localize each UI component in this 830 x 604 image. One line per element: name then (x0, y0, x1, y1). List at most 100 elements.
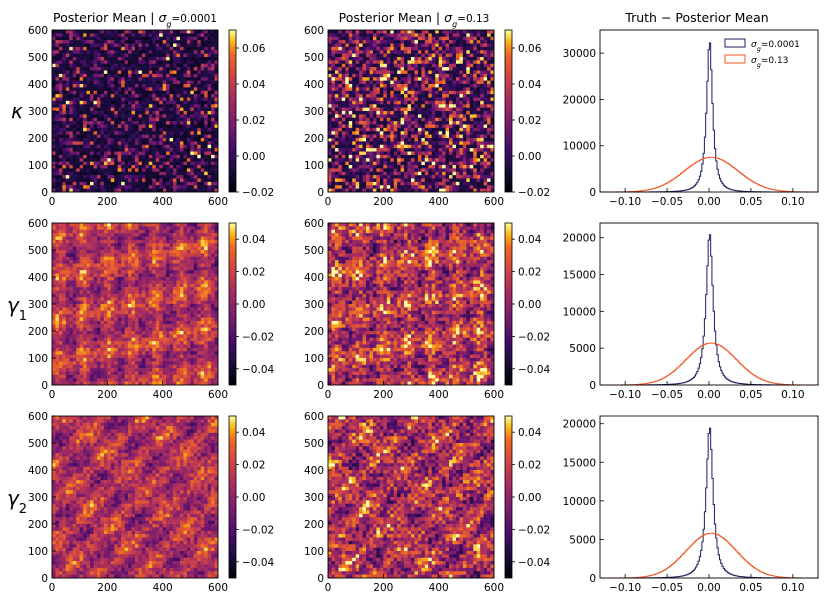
heatmap-cell (100, 162, 104, 166)
heatmap-cell (145, 40, 149, 44)
heatmap-cell (211, 185, 215, 189)
heatmap-cell (356, 57, 360, 61)
heatmap-cell (142, 111, 146, 115)
heatmap-cell (118, 87, 122, 91)
heatmap-cell (190, 77, 194, 81)
heatmap-cell (135, 87, 139, 91)
heatmap-cell (142, 128, 146, 132)
heatmap-panel: 0 200 400 6000100200300400500600 (28, 25, 228, 208)
heatmap-cell (373, 54, 377, 58)
heatmap-cell (132, 37, 136, 41)
heatmap-cell (69, 121, 73, 125)
heatmap-cell (331, 30, 335, 34)
heatmap-cell (211, 155, 215, 159)
heatmap-cell (100, 128, 104, 132)
heatmap-cell (104, 162, 108, 166)
heatmap-cell (194, 168, 198, 172)
heatmap-cell (135, 152, 139, 156)
heatmap-cell (328, 168, 332, 172)
heatmap-cell (149, 71, 153, 75)
heatmap-cell (90, 77, 94, 81)
heatmap-cell (356, 165, 360, 169)
heatmap-cell (121, 121, 125, 125)
heatmap-cell (352, 81, 356, 85)
heatmap-cell (335, 118, 339, 122)
heatmap-cell (114, 37, 118, 41)
heatmap-cell (194, 37, 198, 41)
heatmap-cell (94, 118, 98, 122)
heatmap-cell (349, 185, 353, 189)
heatmap-cell (87, 64, 91, 68)
heatmap-cell (159, 54, 163, 58)
heatmap-cell (370, 118, 374, 122)
heatmap-cell (335, 168, 339, 172)
heatmap-cell (201, 175, 205, 179)
heatmap-cell (373, 37, 377, 41)
heatmap-cell (59, 94, 63, 98)
heatmap-cell (142, 74, 146, 78)
heatmap-cell (59, 44, 63, 48)
heatmap-cell (90, 118, 94, 122)
heatmap-cell (125, 172, 129, 176)
heatmap-cell (201, 141, 205, 145)
heatmap-cell (76, 108, 80, 112)
heatmap-cell (73, 158, 77, 162)
heatmap-cell (331, 77, 335, 81)
heatmap-cell (201, 104, 205, 108)
heatmap-cell (208, 84, 212, 88)
heatmap-cell (69, 128, 73, 132)
heatmap-cell (163, 111, 167, 115)
heatmap-cell (94, 33, 98, 37)
heatmap-cell (87, 77, 91, 81)
heatmap-cell (177, 91, 181, 95)
heatmap-cell (349, 87, 353, 91)
heatmap-cell (62, 74, 66, 78)
heatmap-cell (183, 94, 187, 98)
heatmap-cell (145, 101, 149, 105)
heatmap-cell (373, 87, 377, 91)
heatmap-cell (80, 148, 84, 152)
heatmap-cell (142, 81, 146, 85)
heatmap-cell (177, 40, 181, 44)
heatmap-cell (125, 108, 129, 112)
heatmap-cell (211, 125, 215, 129)
heatmap-cell (197, 114, 201, 118)
heatmap-cell (62, 128, 66, 132)
heatmap-cell (66, 104, 70, 108)
heatmap-cell (349, 179, 353, 183)
heatmap-cell (183, 182, 187, 186)
heatmap-cell (366, 114, 370, 118)
heatmap-cell (52, 104, 56, 108)
heatmap-cell (328, 125, 332, 129)
heatmap-cell (94, 111, 98, 115)
heatmap-cell (118, 81, 122, 85)
heatmap-cell (356, 172, 360, 176)
heatmap-cell (114, 111, 118, 115)
heatmap-cell (197, 64, 201, 68)
heatmap-cell (87, 37, 91, 41)
heatmap-cell (80, 91, 84, 95)
heatmap-cell (197, 101, 201, 105)
heatmap-cell (107, 182, 111, 186)
heatmap-cell (190, 175, 194, 179)
heatmap-cell (345, 148, 349, 152)
y-tick-label: 500 (28, 52, 48, 64)
heatmap-cell (145, 74, 149, 78)
heatmap-cell (187, 145, 191, 149)
heatmap-cell (83, 155, 87, 159)
heatmap-cell (177, 37, 181, 41)
heatmap-cell (83, 33, 87, 37)
heatmap-cell (335, 74, 339, 78)
heatmap-cell (352, 155, 356, 159)
heatmap-cell (363, 175, 367, 179)
heatmap-cell (328, 158, 332, 162)
heatmap-cell (180, 175, 184, 179)
heatmap-cell (125, 145, 129, 149)
heatmap-cell (190, 81, 194, 85)
heatmap-cell (80, 30, 84, 34)
heatmap-cell (180, 182, 184, 186)
heatmap-cell (135, 54, 139, 58)
heatmap-cell (197, 60, 201, 64)
heatmap-cell (359, 77, 363, 81)
heatmap-cell (345, 145, 349, 149)
